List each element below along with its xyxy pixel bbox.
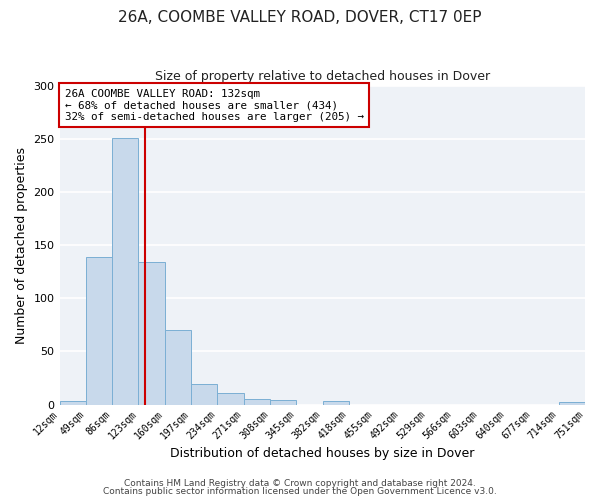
Text: 26A, COOMBE VALLEY ROAD, DOVER, CT17 0EP: 26A, COOMBE VALLEY ROAD, DOVER, CT17 0EP	[118, 10, 482, 25]
Title: Size of property relative to detached houses in Dover: Size of property relative to detached ho…	[155, 70, 490, 83]
Bar	[86, 257, 112, 404]
Bar	[191, 384, 217, 404]
Y-axis label: Number of detached properties: Number of detached properties	[15, 146, 28, 344]
Bar	[559, 402, 585, 404]
Bar	[59, 402, 86, 404]
Bar	[165, 330, 191, 404]
Text: 26A COOMBE VALLEY ROAD: 132sqm
← 68% of detached houses are smaller (434)
32% of: 26A COOMBE VALLEY ROAD: 132sqm ← 68% of …	[65, 88, 364, 122]
Bar	[244, 400, 270, 404]
Bar	[112, 138, 139, 404]
Bar	[139, 262, 165, 404]
X-axis label: Distribution of detached houses by size in Dover: Distribution of detached houses by size …	[170, 447, 475, 460]
Text: Contains HM Land Registry data © Crown copyright and database right 2024.: Contains HM Land Registry data © Crown c…	[124, 478, 476, 488]
Bar	[217, 393, 244, 404]
Bar	[323, 402, 349, 404]
Text: Contains public sector information licensed under the Open Government Licence v3: Contains public sector information licen…	[103, 487, 497, 496]
Bar	[270, 400, 296, 404]
